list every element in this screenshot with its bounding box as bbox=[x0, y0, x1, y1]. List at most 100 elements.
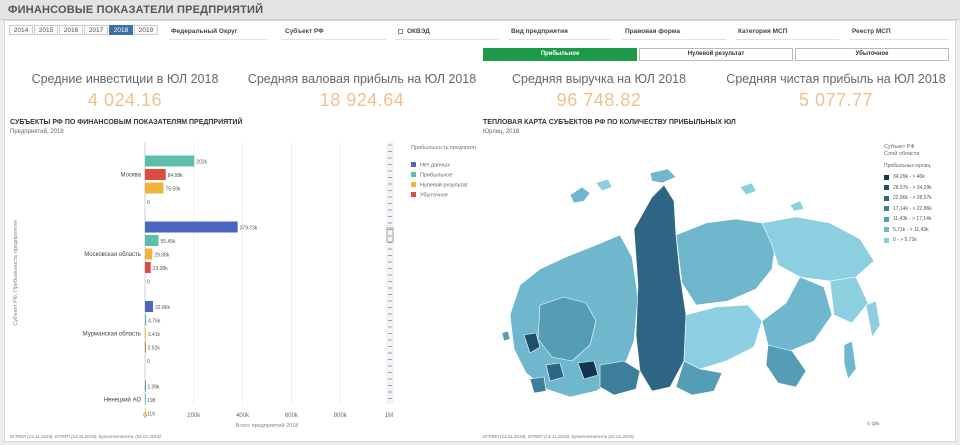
kpi-net-profit: Средняя чистая прибыль на ЮЛ 2018 5 077.… bbox=[721, 72, 951, 111]
filter-subject[interactable]: Субъект РФ bbox=[282, 23, 386, 40]
map-footnote: ЕГРЮЛ (14.11.2019), ЕГРИП (14.11.2019), … bbox=[483, 434, 634, 439]
map-region bbox=[761, 276, 833, 352]
bar bbox=[145, 248, 153, 260]
bar bbox=[145, 155, 195, 167]
bar bbox=[145, 328, 146, 339]
legend-swatch bbox=[884, 216, 889, 222]
bar-chart[interactable]: 0 200k 400k 600k 800k 1M Всего предприятий 201… bbox=[8, 138, 476, 434]
segment-profitable-button[interactable]: Прибыльное bbox=[483, 48, 637, 61]
bar-value-label: 0 bbox=[147, 280, 150, 286]
legend-label: 5,71k - > 11,43k bbox=[893, 226, 929, 233]
kpi-value: 18 924.64 bbox=[319, 90, 405, 110]
app-header: ФИНАНСОВЫЕ ПОКАЗАТЕЛИ ПРЕДПРИЯТИЙ bbox=[0, 0, 960, 20]
filter-label: Категория МСП bbox=[738, 28, 788, 35]
map-region bbox=[545, 362, 565, 382]
bar bbox=[145, 221, 238, 233]
russia-heatmap[interactable] bbox=[500, 165, 885, 415]
year-button-2016[interactable]: 2016 bbox=[59, 25, 83, 35]
kpi-value: 4 024.16 bbox=[87, 90, 163, 110]
map-region bbox=[683, 304, 763, 370]
kpi-label: Средние инвестиции в ЮЛ 2018 bbox=[31, 72, 219, 86]
map-region bbox=[829, 276, 869, 324]
map-title: ТЕПЛОВАЯ КАРТА СУБЪЕКТОВ РФ ПО КОЛИЧЕСТВ… bbox=[483, 119, 736, 126]
bar-value-label: 55.45k bbox=[161, 239, 177, 245]
map-region bbox=[577, 360, 599, 380]
map-region bbox=[529, 376, 547, 394]
segment-zero-button[interactable]: Нулевой результат bbox=[639, 48, 793, 61]
legend-label: 17,14k - > 22,86k bbox=[893, 205, 932, 212]
year-button-2018[interactable]: 2018 bbox=[109, 25, 133, 35]
map-legend-item: 22,86k - > 28,57k bbox=[884, 195, 932, 201]
map-region bbox=[649, 168, 677, 184]
legend-label: 28,57k - > 34,29k bbox=[893, 184, 932, 191]
legend-label: Нет данных bbox=[420, 163, 450, 169]
filter-okved[interactable]: ОКВЭД bbox=[395, 23, 499, 40]
x-tick-label: 600k bbox=[285, 413, 299, 419]
legend-swatch bbox=[884, 195, 889, 201]
x-tick-label: 200k bbox=[187, 413, 201, 419]
kpi-revenue: Средняя выручка на ЮЛ 2018 96 748.82 bbox=[484, 72, 714, 111]
map-legend-item: 28,57k - > 34,29k bbox=[884, 185, 932, 191]
x-tick-label: 400k bbox=[236, 413, 250, 419]
legend-swatch bbox=[411, 162, 416, 167]
map-legend-item: 34,29k - > 40k bbox=[884, 174, 925, 180]
bar bbox=[145, 314, 147, 326]
filter-federal-district[interactable]: Федеральный Округ bbox=[168, 23, 268, 40]
filter-msp-registry[interactable]: Реестр МСП bbox=[849, 23, 949, 40]
bar-value-label: 202k bbox=[196, 160, 207, 166]
kpi-gross-profit: Средняя валовая прибыль на ЮЛ 2018 18 92… bbox=[247, 72, 477, 111]
filter-enterprise-type[interactable]: Вид предприятия bbox=[508, 23, 612, 40]
legend-title: Прибыльность предприятия bbox=[411, 145, 476, 151]
filter-legal-form[interactable]: Правовая форма bbox=[622, 23, 726, 40]
map-region bbox=[599, 360, 641, 396]
map-subtitle: Юрлиц, 2018 bbox=[483, 129, 520, 135]
map-region bbox=[569, 186, 591, 204]
bar-chart-title: СУБЪЕКТЫ РФ ПО ФИНАНСОВЫМ ПОКАЗАТЕЛЯМ ПР… bbox=[10, 119, 243, 126]
bar bbox=[145, 380, 146, 392]
map-legend-title: Субъект РФ bbox=[884, 144, 915, 150]
kpi-label: Средняя выручка на ЮЛ 2018 bbox=[511, 72, 687, 86]
year-button-2015[interactable]: 2015 bbox=[34, 25, 58, 35]
year-button-2014[interactable]: 2014 bbox=[9, 25, 33, 35]
segment-loss-button[interactable]: Убыточное bbox=[795, 48, 949, 61]
category-label: Мурманская область bbox=[83, 332, 141, 338]
checkbox-icon bbox=[398, 29, 403, 34]
x-axis-title: Всего предприятий 2018 bbox=[236, 422, 299, 429]
bar-chart-subtitle: Предприятий, 2018 bbox=[10, 129, 64, 135]
map-region bbox=[537, 296, 597, 362]
bar-value-label: 75.59k bbox=[165, 187, 181, 193]
legend-swatch bbox=[884, 206, 889, 211]
kpi-label: Средняя чистая прибыль на ЮЛ 2018 bbox=[726, 72, 946, 86]
qlik-credit: © Qlik bbox=[867, 421, 880, 426]
legend-label: Нулевой результат bbox=[420, 182, 469, 189]
bar-value-label: 4.76k bbox=[148, 319, 161, 325]
bar bbox=[145, 262, 151, 273]
bar-value-label: 379.73k bbox=[240, 226, 258, 232]
legend-swatch bbox=[411, 192, 416, 197]
filter-label: Реестр МСП bbox=[852, 28, 891, 35]
bar-value-label: 116 bbox=[147, 412, 155, 418]
y-axis-title: Субъект РФ, Прибыльность предприятия bbox=[13, 220, 19, 325]
bar bbox=[145, 301, 154, 312]
bar bbox=[145, 394, 146, 405]
bar bbox=[145, 169, 166, 180]
legend-swatch bbox=[884, 185, 889, 190]
year-button-2017[interactable]: 2017 bbox=[84, 25, 108, 35]
map-region bbox=[789, 200, 805, 212]
map-region bbox=[675, 360, 723, 396]
filter-msp-category[interactable]: Категория МСП bbox=[735, 23, 839, 40]
bar-value-label: 29.88k bbox=[154, 253, 170, 259]
year-button-2019[interactable]: 2019 bbox=[134, 25, 158, 35]
app-title: ФИНАНСОВЫЕ ПОКАЗАТЕЛИ ПРЕДПРИЯТИЙ bbox=[8, 4, 264, 16]
map-legend-layer: Слой области bbox=[884, 151, 920, 157]
bar bbox=[145, 341, 146, 353]
legend-swatch bbox=[411, 182, 416, 187]
map-region bbox=[675, 218, 777, 306]
filter-label: Субъект РФ bbox=[285, 28, 324, 35]
kpi-value: 96 748.82 bbox=[556, 90, 642, 110]
bar-value-label: 84.98k bbox=[168, 173, 184, 179]
map-legend-item: 5,71k - > 11,43k bbox=[884, 227, 929, 233]
filter-label: Вид предприятия bbox=[511, 28, 568, 35]
legend-swatch bbox=[884, 237, 889, 243]
filter-label: Правовая форма bbox=[625, 28, 681, 35]
